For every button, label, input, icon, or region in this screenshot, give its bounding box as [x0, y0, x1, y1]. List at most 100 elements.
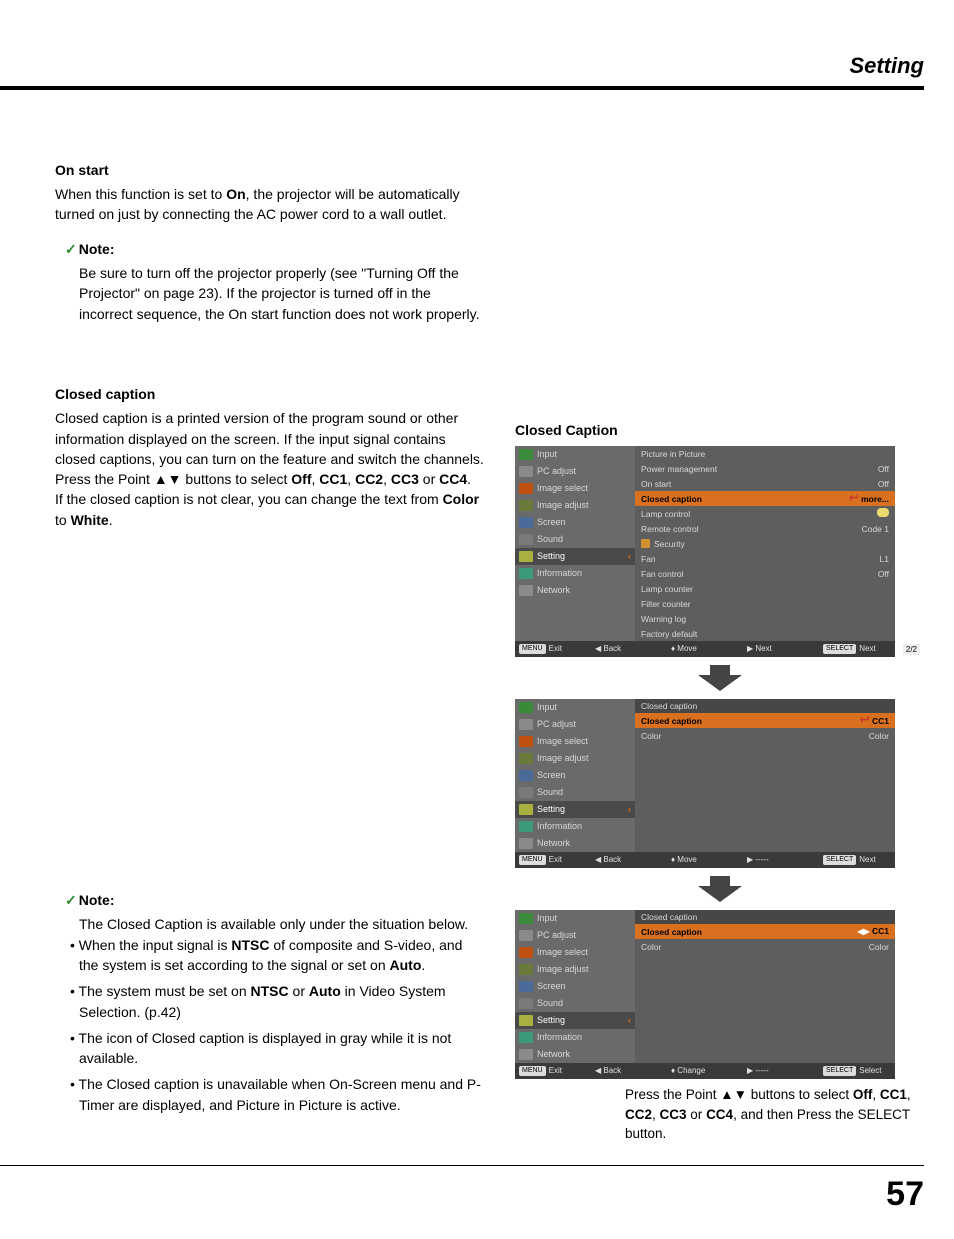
- sidebar-label: PC adjust: [537, 929, 576, 942]
- footer-rule: [0, 1165, 924, 1166]
- text: to: [55, 512, 71, 528]
- menu-icon: [519, 998, 533, 1009]
- note-item: The system must be set on NTSC or Auto i…: [79, 981, 485, 1022]
- header-rule: [0, 86, 924, 90]
- enter-icon: [849, 494, 858, 502]
- menu-footer: MENU Exit ◀ Back ♦ Move ▶ ----- SELECT N…: [515, 852, 895, 868]
- sidebar-item: Sound: [515, 784, 635, 801]
- text-bold: CC1: [319, 471, 347, 487]
- menu-icon: [519, 804, 533, 815]
- sidebar-item: Input: [515, 910, 635, 927]
- panel-header: Closed caption: [635, 910, 895, 924]
- select-key: SELECT: [823, 1066, 856, 1076]
- sidebar-item: Information: [515, 818, 635, 835]
- arrows-icon: ◀▶: [857, 926, 869, 938]
- menu-icon: [519, 551, 533, 562]
- sidebar-item: Network: [515, 1046, 635, 1063]
- menu-row: Fan controlOff: [635, 566, 895, 581]
- text-bold: CC3: [391, 471, 419, 487]
- onstart-body: When this function is set to On, the pro…: [55, 184, 485, 225]
- menu-icon: [519, 736, 533, 747]
- menu-icon: [519, 483, 533, 494]
- select-key: SELECT: [823, 644, 856, 654]
- menu-row: On startOff: [635, 476, 895, 491]
- menu-key: MENU: [519, 855, 546, 865]
- menu-row: Factory default: [635, 626, 895, 641]
- sidebar-label: Setting: [537, 1014, 565, 1027]
- text-bold: CC4: [439, 471, 467, 487]
- sidebar-label: Screen: [537, 769, 566, 782]
- sidebar-label: Setting: [537, 550, 565, 563]
- panel-header: Closed caption: [635, 699, 895, 713]
- sidebar-item: Sound: [515, 531, 635, 548]
- menu-icon: [519, 947, 533, 958]
- menu-icon: [519, 964, 533, 975]
- sidebar-label: Screen: [537, 516, 566, 529]
- sidebar-label: Network: [537, 837, 570, 850]
- menu-key: MENU: [519, 644, 546, 654]
- menu-icon: [519, 466, 533, 477]
- menu-key: MENU: [519, 1066, 546, 1076]
- note-item: The Closed caption is unavailable when O…: [79, 1074, 485, 1115]
- menu-row: Power managementOff: [635, 461, 895, 476]
- sidebar-label: Information: [537, 567, 582, 580]
- menu-footer: MENU Exit ◀ Back ♦ Move ▶ Next SELECT Ne…: [515, 641, 895, 657]
- menu-screenshot-1: InputPC adjustImage selectImage adjustSc…: [515, 446, 895, 641]
- menu-icon: [519, 981, 533, 992]
- onstart-note: Note: Be sure to turn off the projector …: [65, 239, 485, 324]
- text: .: [109, 512, 113, 528]
- sidebar-item: Screen: [515, 767, 635, 784]
- menu-icon: [519, 930, 533, 941]
- menu-icon: [519, 702, 533, 713]
- note-list: When the input signal is NTSC of composi…: [79, 935, 485, 1115]
- menu-icon: [519, 449, 533, 460]
- sidebar-label: Information: [537, 1031, 582, 1044]
- text-bold: Color: [443, 491, 480, 507]
- menu-icon: [519, 821, 533, 832]
- sidebar-item: Network: [515, 835, 635, 852]
- sidebar-item: Network: [515, 582, 635, 599]
- sidebar-label: Image adjust: [537, 963, 589, 976]
- menu-icon: [519, 1015, 533, 1026]
- menu-icon: [519, 1049, 533, 1060]
- sidebar-label: Input: [537, 912, 557, 925]
- sidebar-item: Screen: [515, 514, 635, 531]
- text-bold: White: [71, 512, 109, 528]
- menu-icon: [519, 500, 533, 511]
- sidebar-item: PC adjust: [515, 463, 635, 480]
- menu-row: Closed captionmore...: [635, 491, 895, 506]
- sidebar-label: Input: [537, 701, 557, 714]
- text: ,: [383, 471, 391, 487]
- menu-icon: [519, 787, 533, 798]
- sidebar-item: Setting: [515, 1012, 635, 1029]
- sidebar-item: Image select: [515, 480, 635, 497]
- sidebar-label: Image select: [537, 735, 588, 748]
- text-bold: CC2: [355, 471, 383, 487]
- menu-row: Closed captionCC1: [635, 713, 895, 728]
- text: When this function is set to: [55, 186, 226, 202]
- text: ,: [347, 471, 355, 487]
- page-number: 57: [55, 1170, 924, 1219]
- shot-title: Closed Caption: [515, 420, 924, 440]
- sidebar-item: Image adjust: [515, 750, 635, 767]
- sidebar-label: Input: [537, 448, 557, 461]
- sidebar-item: Image select: [515, 944, 635, 961]
- sidebar-item: Information: [515, 565, 635, 582]
- cc-title: Closed caption: [55, 384, 485, 404]
- note-label: Note:: [65, 239, 485, 259]
- menu-row: Lamp counter: [635, 581, 895, 596]
- menu-row: Closed caption◀▶ CC1: [635, 924, 895, 939]
- down-arrow-icon: [515, 874, 924, 904]
- sidebar-label: Image adjust: [537, 752, 589, 765]
- menu-icon: [519, 838, 533, 849]
- sidebar-label: Sound: [537, 533, 563, 546]
- note-body: Be sure to turn off the projector proper…: [79, 263, 485, 324]
- note-item: When the input signal is NTSC of composi…: [79, 935, 485, 976]
- lock-icon: [641, 539, 650, 548]
- menu-icon: [519, 770, 533, 781]
- text-bold: Off: [291, 471, 311, 487]
- sidebar-label: Image select: [537, 946, 588, 959]
- menu-screenshot-3: Input PC adjust Image select Image adjust Sc…: [515, 910, 895, 1063]
- sidebar-item: Screen: [515, 978, 635, 995]
- menu-row: Filter counter: [635, 596, 895, 611]
